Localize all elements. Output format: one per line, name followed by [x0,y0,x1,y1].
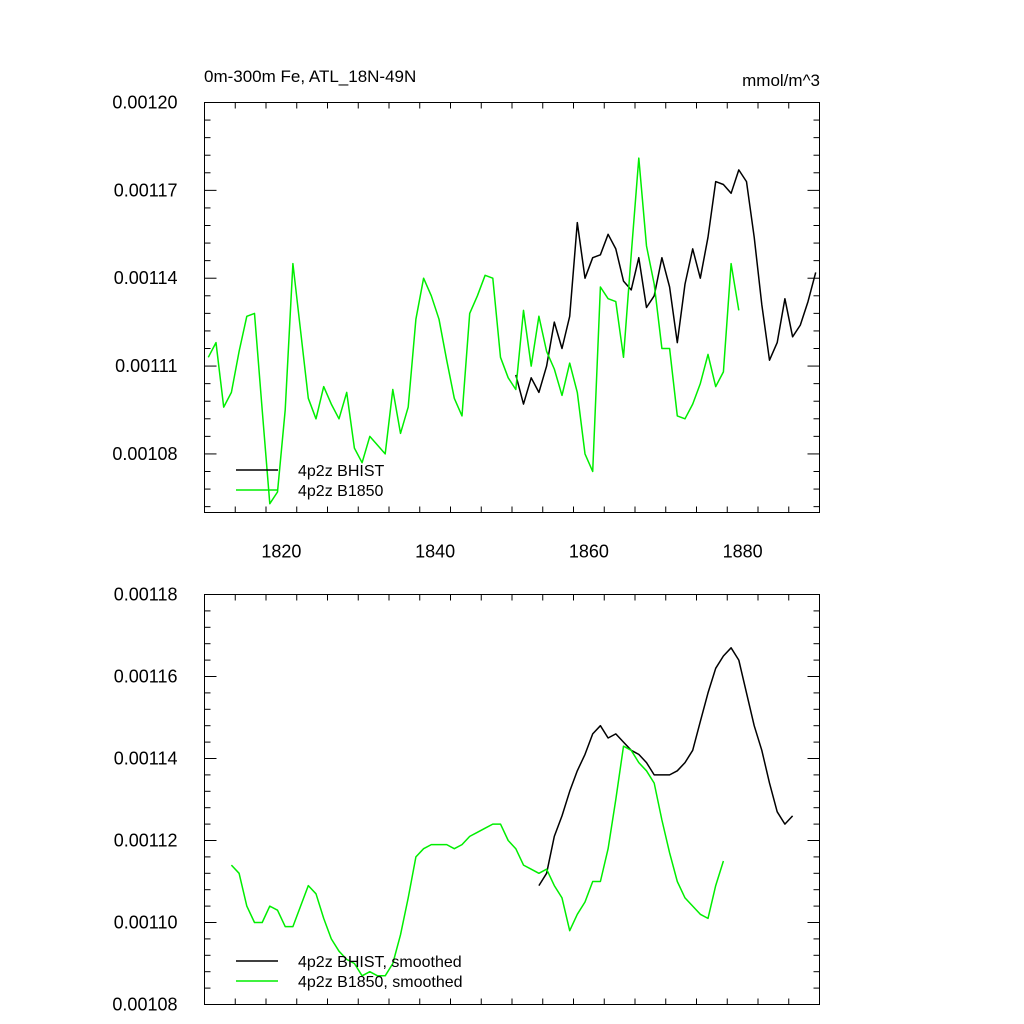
x-tick-label: 1840 [415,542,455,562]
legend-label-b1850: 4p2z B1850 [298,483,384,500]
y-tick-label: 0.00116 [114,667,178,687]
series-line-4p2z-b1850-smoothed [230,745,725,977]
top-panel-ticks: 1820 1840 1860 1880 0.00108 0.00111 0.00114 0.0… [112,93,820,562]
top-panel-title: 0m-300m Fe, ATL_18N-49N [204,67,416,86]
legend-label-b1850-smoothed: 4p2z B1850, smoothed [298,974,463,991]
bottom-legend: 4p2z BHIST, smoothed 4p2z B1850, smoothe… [236,954,463,991]
series-line-4p2z-b1850 [207,157,740,505]
top-panel: 0m-300m Fe, ATL_18N-49N mmol/m^3 1820 184… [112,67,820,562]
y-tick-label: 0.00114 [114,268,178,288]
top-legend: 4p2z BHIST 4p2z B1850 [236,463,384,500]
bottom-panel-ticks: 0.00108 0.00110 0.00112 0.00114 0.00116 0.001… [112,585,820,1015]
y-tick-label: 0.00110 [114,913,178,933]
y-tick-label: 0.00112 [114,831,178,851]
y-tick-label: 0.00118 [114,585,178,605]
y-tick-label: 0.00108 [112,995,177,1015]
y-tick-label: 0.00111 [115,356,177,376]
series-line-4p2z-bhist-smoothed [538,647,794,886]
y-tick-label: 0.00117 [114,180,178,200]
x-tick-label: 1880 [723,542,763,562]
top-panel-frame [204,102,820,513]
bottom-panel: 0.00108 0.00110 0.00112 0.00114 0.00116 0.001… [112,585,820,1015]
bottom-panel-series [230,647,794,977]
y-tick-label: 0.00120 [112,93,177,113]
legend-label-bhist-smoothed: 4p2z BHIST, smoothed [298,954,462,971]
series-line-4p2z-bhist [515,169,817,405]
bottom-panel-frame [204,594,820,1005]
x-tick-label: 1860 [569,542,609,562]
y-tick-label: 0.00108 [112,444,177,464]
top-panel-series [207,157,817,505]
y-tick-label: 0.00114 [114,749,178,769]
top-panel-units: mmol/m^3 [742,71,820,90]
legend-label-bhist: 4p2z BHIST [298,463,384,480]
x-tick-label: 1820 [261,542,301,562]
